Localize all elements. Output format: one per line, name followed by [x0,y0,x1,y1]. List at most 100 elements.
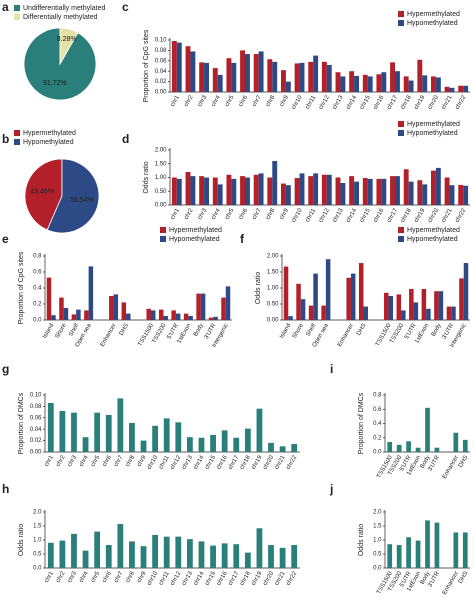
bar [363,306,368,320]
bar [175,536,182,568]
x-tick-label: chr6 [102,570,113,584]
bar [395,71,400,92]
slice-label: 56.54% [70,197,94,204]
x-tick-label: Enhancer [442,455,460,480]
bar [283,266,289,320]
bar [221,297,226,320]
y-tick-label: 0.0 [373,450,382,456]
bar [346,277,351,320]
y-tick-label: 0.10 [30,393,42,399]
y-tick-label: 0.50 [155,189,167,195]
bar [349,71,355,92]
x-tick-label: chr4 [79,570,90,584]
bar [113,294,119,320]
bar [210,545,216,568]
x-tick-label: chr15 [359,94,372,111]
bar [294,63,300,92]
bar [272,161,278,205]
bar [279,547,286,568]
bar [421,288,427,320]
bar [176,42,182,92]
bar [396,444,402,452]
x-tick-label: chr18 [400,207,413,224]
x-tick-label: DHS [458,571,470,585]
bar [150,310,156,320]
bar [267,59,273,92]
y-tick-label: 0.02 [30,438,42,444]
bar [426,308,431,320]
legend-label: Differentially methylated [23,14,98,21]
y-tick-label: 0.0 [373,566,382,572]
x-tick-label: chr1 [44,570,55,584]
bar [105,414,112,452]
x-tick-label: chr19 [414,207,427,224]
x-tick-label: chr2 [55,454,66,468]
bar [258,173,264,205]
bar [458,85,464,92]
y-tick-label: 0.5 [33,552,42,558]
legend-swatch [398,121,404,127]
panel-letter: a [2,0,9,14]
bar [204,62,209,92]
y-tick-label: 0.00 [30,450,42,456]
x-tick-label: DHS [356,323,368,337]
bar [158,309,164,320]
bar [367,76,373,92]
bar [212,68,218,92]
legend-label: Hypermethylated [407,121,460,128]
bar [268,545,274,568]
bar [417,59,423,92]
bar [362,74,368,92]
x-tick-label: Island [279,323,292,340]
legend-swatch [160,236,166,242]
bar [463,85,469,92]
bar [313,55,319,92]
panel-letter: e [2,232,9,246]
x-tick-label: chr7 [252,94,263,108]
pie-slice [46,158,100,234]
bar [82,550,89,568]
panel-letter: c [122,0,129,14]
panel-letter: f [240,232,245,246]
bar [226,58,232,92]
bar [94,412,101,452]
bar [409,288,414,320]
y-axis-label: Odds ratio [358,524,365,556]
bar [299,173,305,205]
bar [434,291,439,320]
bar [308,305,314,320]
x-tick-label: chr9 [137,570,148,584]
x-tick-label: chr17 [386,207,399,224]
bar [434,522,440,568]
x-tick-label: chr8 [265,94,276,108]
x-tick-label: chr13 [332,94,345,111]
bar [326,64,332,92]
bar [59,540,66,568]
x-tick-label: chr3 [67,570,78,584]
bar [267,177,273,205]
legend-swatch [398,130,404,136]
bar [425,520,430,568]
y-tick-label: 0.6 [373,407,382,413]
bar [71,533,77,568]
bar [403,76,409,92]
x-tick-label: chr11 [305,207,318,223]
x-tick-label: chr7 [113,454,124,468]
y-tick-label: 0.50 [267,302,279,308]
slice-label: 43.46% [30,189,54,196]
bar [231,178,237,205]
x-tick-label: chr21 [441,94,454,111]
bar [121,302,127,320]
x-tick-label: chr4 [79,454,90,468]
bar [199,62,205,92]
bar [463,263,469,320]
legend-label: Hypermethylated [23,130,76,137]
x-tick-label: Shelf [305,323,317,338]
bar [435,77,441,92]
x-tick-label: chr20 [427,94,440,111]
bar [326,174,332,205]
y-tick-label: 0.06 [30,415,42,421]
x-tick-label: chr13 [332,207,345,224]
bar [362,178,368,205]
bar [129,422,135,452]
